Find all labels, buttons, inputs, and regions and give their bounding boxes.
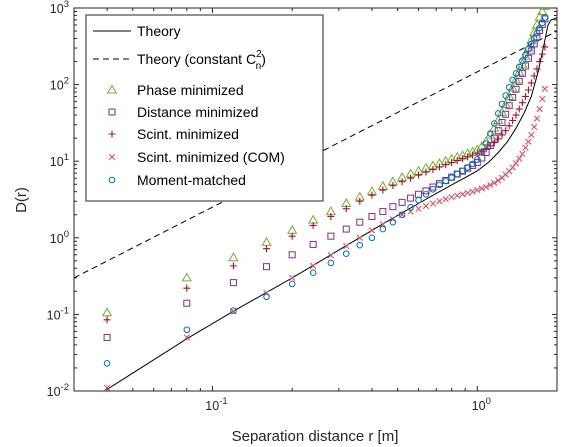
x-axis-label: Separation distance r [m]	[232, 428, 399, 445]
y-tick-label: 102	[50, 76, 69, 93]
legend-label: Scint. minimized	[137, 126, 239, 142]
x-tick-label: 100	[472, 396, 491, 413]
y-tick-label: 10-2	[47, 382, 69, 399]
legend-label: Phase minimized	[137, 82, 244, 98]
y-axis-label: D(r)	[13, 187, 30, 213]
legend-label: Distance minimized	[137, 104, 258, 120]
y-tick-label: 103	[50, 0, 69, 16]
y-tick-label: 100	[50, 229, 69, 246]
x-tick-label: 10-1	[205, 396, 227, 413]
y-tick-label: 101	[50, 152, 69, 169]
legend-label: Scint. minimized (COM)	[137, 149, 285, 165]
legend-label: Theory	[137, 23, 181, 39]
y-tick-label: 10-1	[47, 305, 69, 322]
legend: TheoryTheory (constant C2 n)Phase minimiz…	[86, 15, 323, 201]
legend-label: Moment-matched	[137, 172, 246, 188]
